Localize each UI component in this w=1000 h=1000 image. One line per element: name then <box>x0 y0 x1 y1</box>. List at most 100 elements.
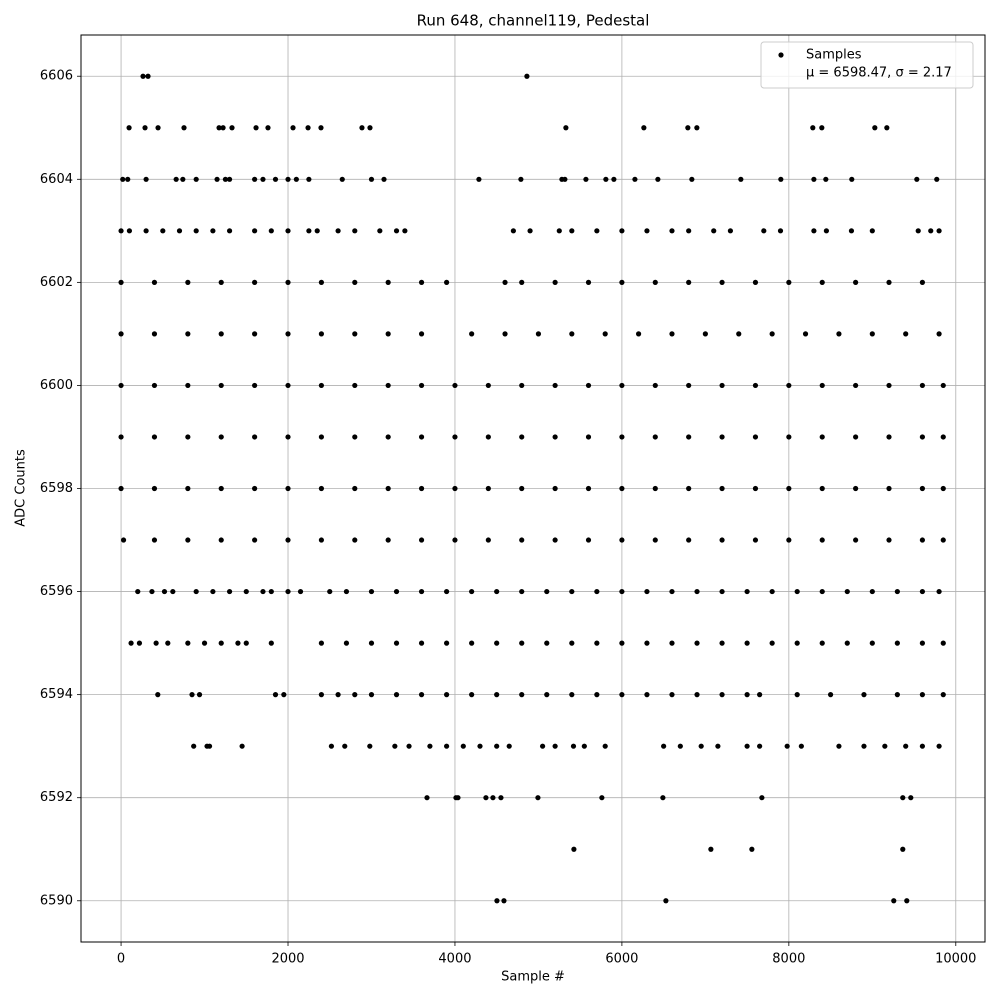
data-point <box>900 846 906 852</box>
data-point <box>367 743 373 749</box>
data-point <box>142 125 148 131</box>
data-point <box>120 537 127 543</box>
data-point <box>418 640 425 646</box>
data-point <box>180 176 186 182</box>
data-point <box>919 537 925 543</box>
data-point <box>377 228 383 234</box>
data-point <box>218 331 224 337</box>
data-point <box>155 692 161 698</box>
data-point <box>836 743 842 749</box>
data-point <box>602 331 608 337</box>
data-point <box>519 434 525 440</box>
data-point <box>719 279 725 285</box>
data-point <box>342 743 348 749</box>
data-point <box>819 382 825 389</box>
data-point <box>352 485 358 492</box>
data-point <box>243 588 249 595</box>
data-point <box>853 434 859 440</box>
data-point <box>585 434 592 440</box>
data-point <box>869 588 875 595</box>
data-point <box>381 176 387 182</box>
data-point <box>235 640 241 646</box>
data-point <box>527 228 533 234</box>
data-point <box>483 795 489 801</box>
data-point <box>392 743 398 749</box>
data-point <box>619 434 625 440</box>
data-point <box>702 331 708 337</box>
data-point <box>265 125 271 131</box>
y-tick-label: 6604 <box>40 172 73 187</box>
data-point <box>853 537 859 543</box>
data-point <box>708 846 714 852</box>
data-point <box>318 434 324 440</box>
data-point <box>786 279 792 285</box>
data-point <box>744 640 750 646</box>
data-point <box>786 382 792 389</box>
data-point <box>252 434 258 440</box>
data-point <box>904 898 910 904</box>
data-point <box>165 640 171 646</box>
data-point <box>585 382 592 389</box>
x-tick-label: 6000 <box>605 952 638 967</box>
data-point <box>744 692 750 698</box>
data-point <box>786 485 792 492</box>
data-point <box>476 176 482 182</box>
data-point <box>335 228 341 234</box>
data-point <box>318 382 324 389</box>
data-point <box>151 434 158 440</box>
data-point <box>185 485 191 492</box>
data-point <box>285 588 291 595</box>
data-point <box>252 382 258 389</box>
data-point <box>798 743 804 749</box>
data-point <box>191 743 197 749</box>
data-point <box>894 588 900 595</box>
data-point <box>352 537 358 543</box>
data-point <box>185 382 191 389</box>
data-point <box>494 692 500 698</box>
data-point <box>126 228 133 234</box>
data-point <box>802 331 809 337</box>
data-point <box>660 795 666 801</box>
data-point <box>519 382 525 389</box>
data-point <box>176 228 183 234</box>
data-point <box>418 382 425 389</box>
data-point <box>460 743 466 749</box>
data-point <box>293 176 299 182</box>
data-point <box>494 588 500 595</box>
data-point <box>125 176 131 182</box>
data-point <box>285 382 291 389</box>
data-point <box>777 228 784 234</box>
data-point <box>819 125 825 131</box>
data-point <box>581 743 587 749</box>
data-point <box>861 743 867 749</box>
data-point <box>368 640 375 646</box>
data-point <box>318 692 324 698</box>
data-point <box>136 640 143 646</box>
data-point <box>752 485 759 492</box>
data-point <box>848 228 855 234</box>
data-point <box>272 692 279 698</box>
data-point <box>761 228 767 234</box>
data-point <box>936 331 942 337</box>
data-point <box>836 331 842 337</box>
data-point <box>306 228 312 234</box>
data-point <box>886 434 892 440</box>
data-point <box>444 279 450 285</box>
data-point <box>135 588 141 595</box>
data-point <box>151 331 158 337</box>
data-point <box>393 588 400 595</box>
data-point <box>477 743 483 749</box>
data-point <box>226 176 233 182</box>
data-point <box>226 588 233 595</box>
data-point <box>794 588 800 595</box>
y-tick-label: 6602 <box>40 275 73 290</box>
data-point <box>469 331 475 337</box>
data-point <box>285 537 291 543</box>
data-point <box>819 640 825 646</box>
data-point <box>719 588 725 595</box>
data-point <box>444 588 450 595</box>
data-point <box>903 331 909 337</box>
data-point <box>260 588 266 595</box>
data-point <box>318 279 324 285</box>
data-point <box>206 743 213 749</box>
